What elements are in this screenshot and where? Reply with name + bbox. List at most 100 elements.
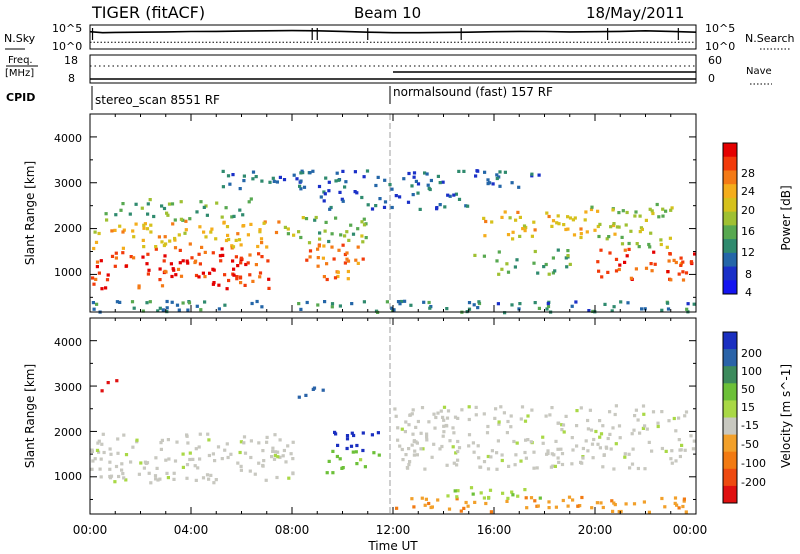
velocity-plot-cell [129, 460, 133, 464]
power-plot-cell [114, 251, 118, 255]
power-plot-cell [491, 182, 495, 186]
power-plot-cell [199, 200, 203, 204]
power-plot-cell [141, 255, 145, 259]
velocity-plot-cell [108, 467, 112, 471]
power-plot-cell [154, 245, 158, 249]
power-plot-cell [693, 252, 697, 256]
velocity-plot-cell [524, 438, 528, 442]
power-plot-cell [584, 210, 588, 214]
freq-panel-frame [89, 54, 697, 84]
velocity-plot-cell [438, 447, 442, 451]
velocity-plot-cell [160, 438, 164, 442]
power-plot-cell [258, 228, 262, 232]
velocity-plot-cell [113, 480, 117, 484]
nsky-tick-top: 10^5 [52, 22, 82, 35]
power-plot-cell [256, 244, 260, 249]
velocity-plot-cell [335, 454, 339, 459]
power-plot-cell [168, 239, 172, 243]
power-plot-cell [551, 219, 556, 223]
velocity-plot-cell [464, 500, 468, 505]
velocity-plot-cell [556, 421, 560, 425]
power-plot-cell [423, 171, 427, 175]
power-plot-cell [140, 206, 144, 210]
velocity-plot-cell [459, 509, 463, 513]
velocity-plot-cell [575, 444, 579, 448]
power-plot-cell [323, 192, 327, 196]
velocity-plot-cell [672, 416, 676, 421]
power-plot-cell [362, 223, 367, 227]
power-plot-cell [443, 205, 447, 209]
power-plot-cell [664, 209, 668, 213]
velocity-plot-cell [159, 441, 163, 445]
power-plot-cell [302, 185, 307, 189]
power-plot-cell [652, 250, 656, 254]
velocity-plot-cell [523, 450, 527, 455]
power-plot-cell [635, 242, 639, 246]
velocity-plot-cell [623, 452, 627, 456]
power-plot-cell [536, 271, 540, 275]
power-plot-cell [403, 299, 407, 303]
velocity-plot-cell [479, 465, 483, 469]
power-plot-cell [330, 305, 334, 309]
velocity-plot-cell [660, 496, 664, 501]
power-plot-cell [374, 183, 378, 188]
power-plot-cell [361, 240, 365, 244]
power-plot-cell [521, 227, 525, 231]
velocity-plot-cell [412, 453, 416, 457]
power-plot-cell [308, 249, 313, 253]
velocity-plot-cell [532, 450, 536, 454]
power-cbar-tick-24: 24 [741, 185, 755, 198]
power-plot-cell [562, 223, 566, 227]
velocity-plot-cell [494, 407, 498, 411]
velocity-plot-cell [414, 425, 418, 429]
power-plot-cell [351, 232, 356, 236]
velocity-plot-cell [291, 472, 295, 476]
velocity-plot-cell [242, 435, 247, 439]
power-plot-cell [600, 275, 604, 279]
power-plot-cell [650, 209, 654, 213]
power-plot-cell [614, 269, 619, 273]
velocity-plot-cell [456, 458, 460, 462]
velocity-plot-cell [497, 420, 501, 424]
power-plot-cell [265, 245, 269, 249]
velocity-plot-cell [541, 441, 545, 445]
velocity-plot-cell [547, 506, 551, 510]
power-plot-cell [409, 303, 413, 307]
power-plot-cell [617, 267, 621, 272]
velocity-plot-cell [401, 458, 405, 462]
power-colorbar-frame [722, 142, 738, 295]
velocity-plot-cell [220, 457, 224, 461]
power-plot-cell [246, 261, 250, 265]
power-plot-cell [347, 238, 351, 242]
power-plot-cell [573, 216, 577, 220]
power-plot-cell [118, 224, 122, 228]
velocity-plot-cell [608, 432, 612, 436]
velocity-plot-cell [455, 463, 459, 467]
noise-panel-frame [89, 24, 697, 50]
power-plot-cell [292, 233, 296, 237]
power-plot-cell [665, 245, 669, 249]
power-plot-cell [589, 207, 594, 212]
velocity-plot-cell [124, 478, 128, 482]
velocity-plot-cell [396, 426, 400, 430]
velocity-plot-cell [376, 431, 380, 435]
power-plot-cell [198, 262, 202, 266]
power-plot-cell [436, 174, 440, 178]
power-colorbar-swatches [723, 143, 737, 295]
power-cbar-swatch-2 [723, 170, 737, 185]
velocity-cbar-swatch-7 [723, 451, 737, 470]
velocity-plot-cell [291, 457, 295, 461]
velocity-plot-cell [544, 414, 548, 418]
power-plot-cell [321, 256, 325, 260]
velocity-plot-cell [647, 440, 651, 444]
power-plot-cell [246, 233, 250, 237]
power-plot-cell [149, 230, 153, 234]
power-plot-cell [396, 300, 401, 304]
velocity-plot-cell [407, 423, 411, 427]
velocity-plot-cell [680, 443, 684, 447]
power-plot-cell [142, 223, 146, 227]
power-plot-cell [570, 304, 574, 308]
power-plot-cell [234, 238, 238, 242]
velocity-plot-cell [370, 433, 374, 437]
power-plot-cell [545, 307, 549, 311]
